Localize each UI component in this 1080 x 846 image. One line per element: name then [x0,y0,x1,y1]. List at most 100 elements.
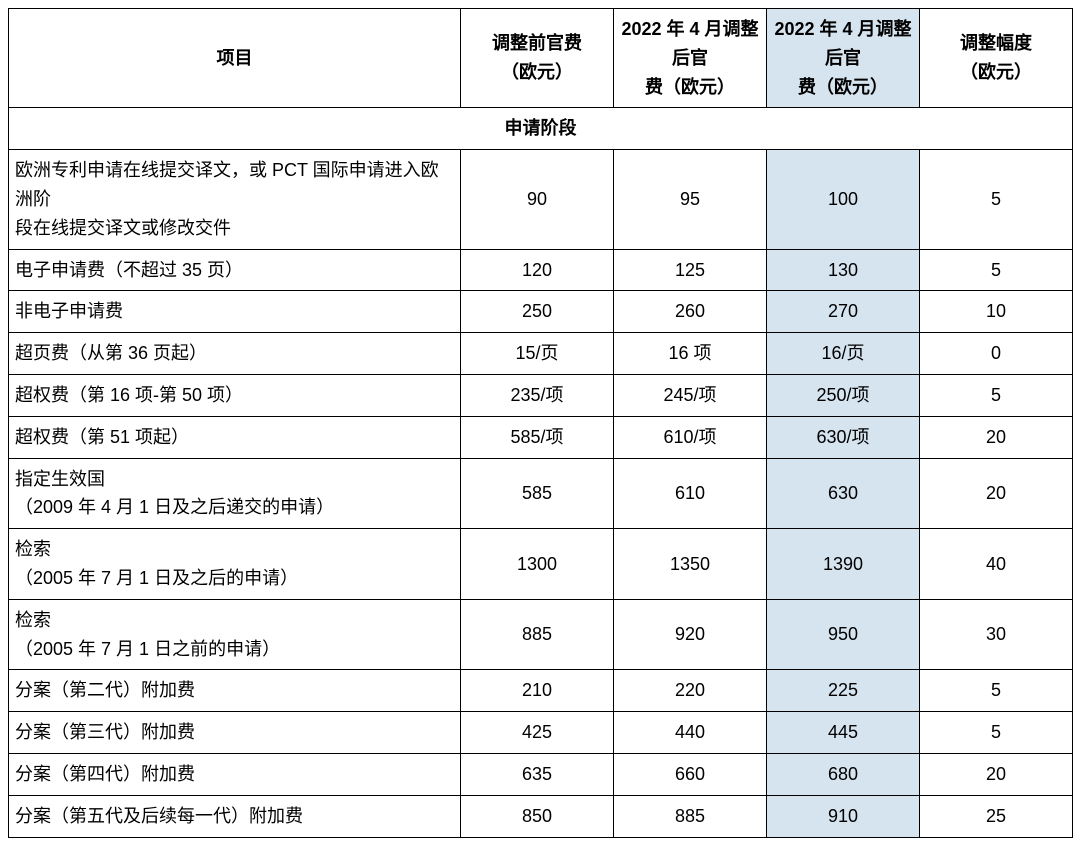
row-label: 电子申请费（不超过 35 页） [9,249,461,291]
row-value: 20 [920,458,1073,529]
table-row: 超页费（从第 36 页起）15/页16 项16/页0 [9,333,1073,375]
col-header-apr-b: 2022 年 4 月调整后官 费（欧元） [767,9,920,108]
row-label: 超权费（第 51 项起） [9,416,461,458]
row-value: 210 [461,670,614,712]
row-value: 950 [767,599,920,670]
section-title: 申请阶段 [9,108,1073,150]
row-value: 95 [614,150,767,249]
row-value: 250/项 [767,374,920,416]
row-value: 30 [920,599,1073,670]
row-label: 检索 （2005 年 7 月 1 日及之后的申请） [9,529,461,600]
row-label: 超页费（从第 36 页起） [9,333,461,375]
table-row: 检索 （2005 年 7 月 1 日及之后的申请） 13001350139040 [9,529,1073,600]
row-value: 20 [920,753,1073,795]
fee-table: 项目 调整前官费 （欧元） 2022 年 4 月调整后官 费（欧元） 2022 … [8,8,1073,838]
row-value: 440 [614,712,767,754]
row-value: 850 [461,795,614,837]
row-value: 585 [461,458,614,529]
row-label: 欧洲专利申请在线提交译文，或 PCT 国际申请进入欧洲阶段在线提交译文或修改交件 [9,150,461,249]
row-value: 5 [920,374,1073,416]
row-label: 分案（第四代）附加费 [9,753,461,795]
row-value: 885 [461,599,614,670]
col-header-before: 调整前官费 （欧元） [461,9,614,108]
col-header-delta-l2: （欧元） [960,62,1032,82]
row-value: 40 [920,529,1073,600]
row-value: 610/项 [614,416,767,458]
table-body: 申请阶段 欧洲专利申请在线提交译文，或 PCT 国际申请进入欧洲阶段在线提交译文… [9,108,1073,837]
row-value: 125 [614,249,767,291]
table-row: 检索 （2005 年 7 月 1 日之前的申请） 88592095030 [9,599,1073,670]
row-label: 分案（第五代及后续每一代）附加费 [9,795,461,837]
row-value: 260 [614,291,767,333]
section-row: 申请阶段 [9,108,1073,150]
table-row: 分案（第二代）附加费2102202255 [9,670,1073,712]
table-row: 欧洲专利申请在线提交译文，或 PCT 国际申请进入欧洲阶段在线提交译文或修改交件… [9,150,1073,249]
table-header: 项目 调整前官费 （欧元） 2022 年 4 月调整后官 费（欧元） 2022 … [9,9,1073,108]
row-label-line: 欧洲专利申请在线提交译文，或 PCT 国际申请进入欧洲阶 [15,160,439,209]
col-header-before-l1: 调整前官费 [492,33,582,53]
row-value: 20 [920,416,1073,458]
table-row: 分案（第五代及后续每一代）附加费85088591025 [9,795,1073,837]
row-value: 610 [614,458,767,529]
table-row: 电子申请费（不超过 35 页）1201251305 [9,249,1073,291]
table-row: 分案（第三代）附加费4254404455 [9,712,1073,754]
row-value: 585/项 [461,416,614,458]
row-label-line: 检索 [15,539,51,559]
row-value: 5 [920,249,1073,291]
table-row: 指定生效国 （2009 年 4 月 1 日及之后递交的申请） 58561063020 [9,458,1073,529]
row-label: 检索 （2005 年 7 月 1 日之前的申请） [9,599,461,670]
row-value: 5 [920,670,1073,712]
row-value: 235/项 [461,374,614,416]
row-value: 25 [920,795,1073,837]
row-value: 630 [767,458,920,529]
row-value: 16 项 [614,333,767,375]
row-value: 5 [920,712,1073,754]
col-header-apr-a-l1: 2022 年 4 月调整后官 [621,19,758,68]
row-value: 445 [767,712,920,754]
row-value: 120 [461,249,614,291]
row-label-line: 检索 [15,610,51,630]
row-value: 425 [461,712,614,754]
row-value: 680 [767,753,920,795]
row-value: 920 [614,599,767,670]
row-label: 超权费（第 16 项-第 50 项） [9,374,461,416]
row-value: 90 [461,150,614,249]
row-value: 5 [920,150,1073,249]
row-value: 130 [767,249,920,291]
row-value: 910 [767,795,920,837]
row-label: 指定生效国 （2009 年 4 月 1 日及之后递交的申请） [9,458,461,529]
row-value: 630/项 [767,416,920,458]
col-header-apr-a: 2022 年 4 月调整后官 费（欧元） [614,9,767,108]
row-value: 1300 [461,529,614,600]
row-label: 分案（第二代）附加费 [9,670,461,712]
col-header-item: 项目 [9,9,461,108]
col-header-apr-b-l2: 费（欧元） [798,77,888,97]
col-header-delta-l1: 调整幅度 [960,33,1032,53]
row-value: 270 [767,291,920,333]
row-value: 15/页 [461,333,614,375]
row-value: 245/项 [614,374,767,416]
col-header-before-l2: （欧元） [501,62,573,82]
table-row: 非电子申请费25026027010 [9,291,1073,333]
row-label-line: 段在线提交译文或修改交件 [15,218,231,238]
row-value: 885 [614,795,767,837]
row-label-line: 指定生效国 [15,469,105,489]
row-value: 225 [767,670,920,712]
row-value: 660 [614,753,767,795]
row-label-line: （2005 年 7 月 1 日之前的申请） [15,639,280,659]
col-header-apr-a-l2: 费（欧元） [645,77,735,97]
row-label-line: （2009 年 4 月 1 日及之后递交的申请） [15,497,334,517]
row-label-line: （2005 年 7 月 1 日及之后的申请） [15,568,298,588]
row-value: 220 [614,670,767,712]
col-header-delta: 调整幅度 （欧元） [920,9,1073,108]
row-value: 1390 [767,529,920,600]
table-row: 分案（第四代）附加费63566068020 [9,753,1073,795]
row-value: 100 [767,150,920,249]
row-value: 1350 [614,529,767,600]
row-value: 0 [920,333,1073,375]
col-header-apr-b-l1: 2022 年 4 月调整后官 [774,19,911,68]
row-label: 分案（第三代）附加费 [9,712,461,754]
row-value: 16/页 [767,333,920,375]
row-value: 10 [920,291,1073,333]
row-label: 非电子申请费 [9,291,461,333]
